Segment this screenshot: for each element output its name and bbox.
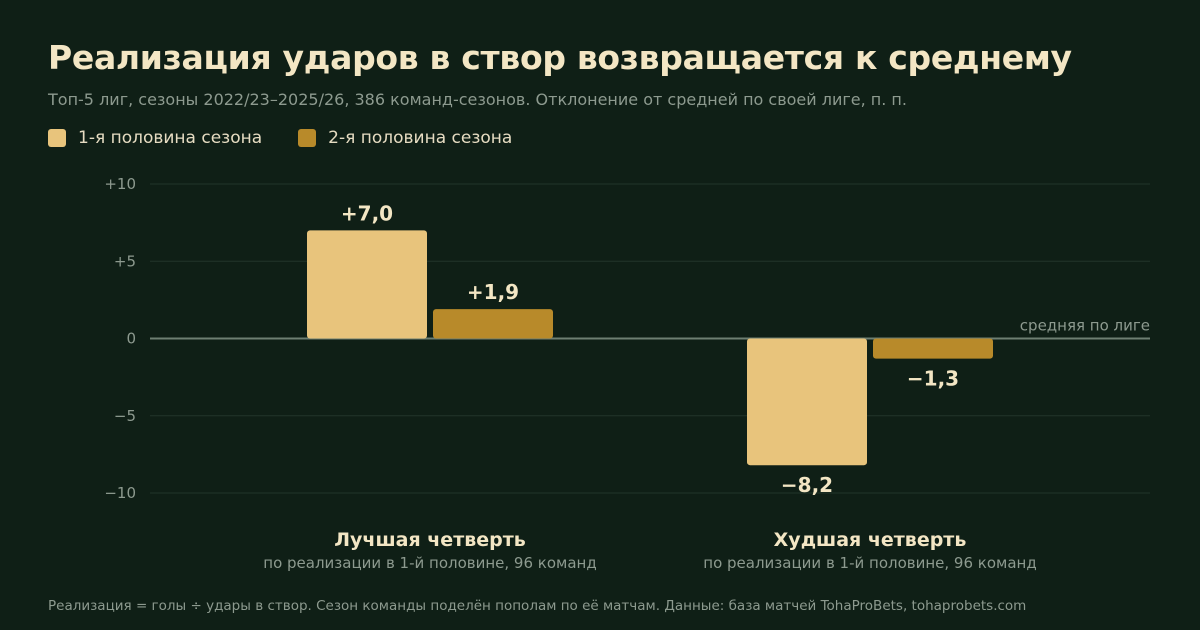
legend-item-first-half: 1-я половина сезона [48,128,262,148]
category-label: Лучшая четверть [334,529,526,551]
bar [747,338,867,466]
baseline-annotation: средняя по лиге [1020,317,1150,335]
y-tick-label: +5 [114,252,136,270]
chart-title: Реализация ударов в створ возвращается к… [48,38,1072,77]
category-sublabel: по реализации в 1-й половине, 96 команд [263,554,596,572]
y-tick-label: 0 [126,330,136,348]
category-sublabel: по реализации в 1-й половине, 96 команд [703,554,1036,572]
bar [873,338,993,359]
footer-note: Реализация = голы ÷ удары в створ. Сезон… [48,598,1027,614]
bar-value-label: −1,3 [907,367,959,391]
chart-subtitle: Топ-5 лиг, сезоны 2022/23–2025/26, 386 к… [48,90,907,109]
category-label: Худшая четверть [774,529,967,551]
y-tick-label: −5 [114,407,136,425]
bar-value-label: +1,9 [467,280,519,304]
legend: 1-я половина сезона 2-я половина сезона [48,128,548,148]
legend-label-second-half: 2-я половина сезона [328,128,513,148]
bar-value-label: +7,0 [341,201,393,225]
legend-swatch-first-half [48,129,66,147]
y-tick-label: −10 [104,484,136,502]
bar [307,230,427,339]
legend-label-first-half: 1-я половина сезона [78,128,263,148]
legend-item-second-half: 2-я половина сезона [298,128,512,148]
bar-value-label: −8,2 [781,473,833,497]
bar [433,309,553,339]
legend-swatch-second-half [298,129,317,147]
y-tick-label: +10 [104,175,136,193]
